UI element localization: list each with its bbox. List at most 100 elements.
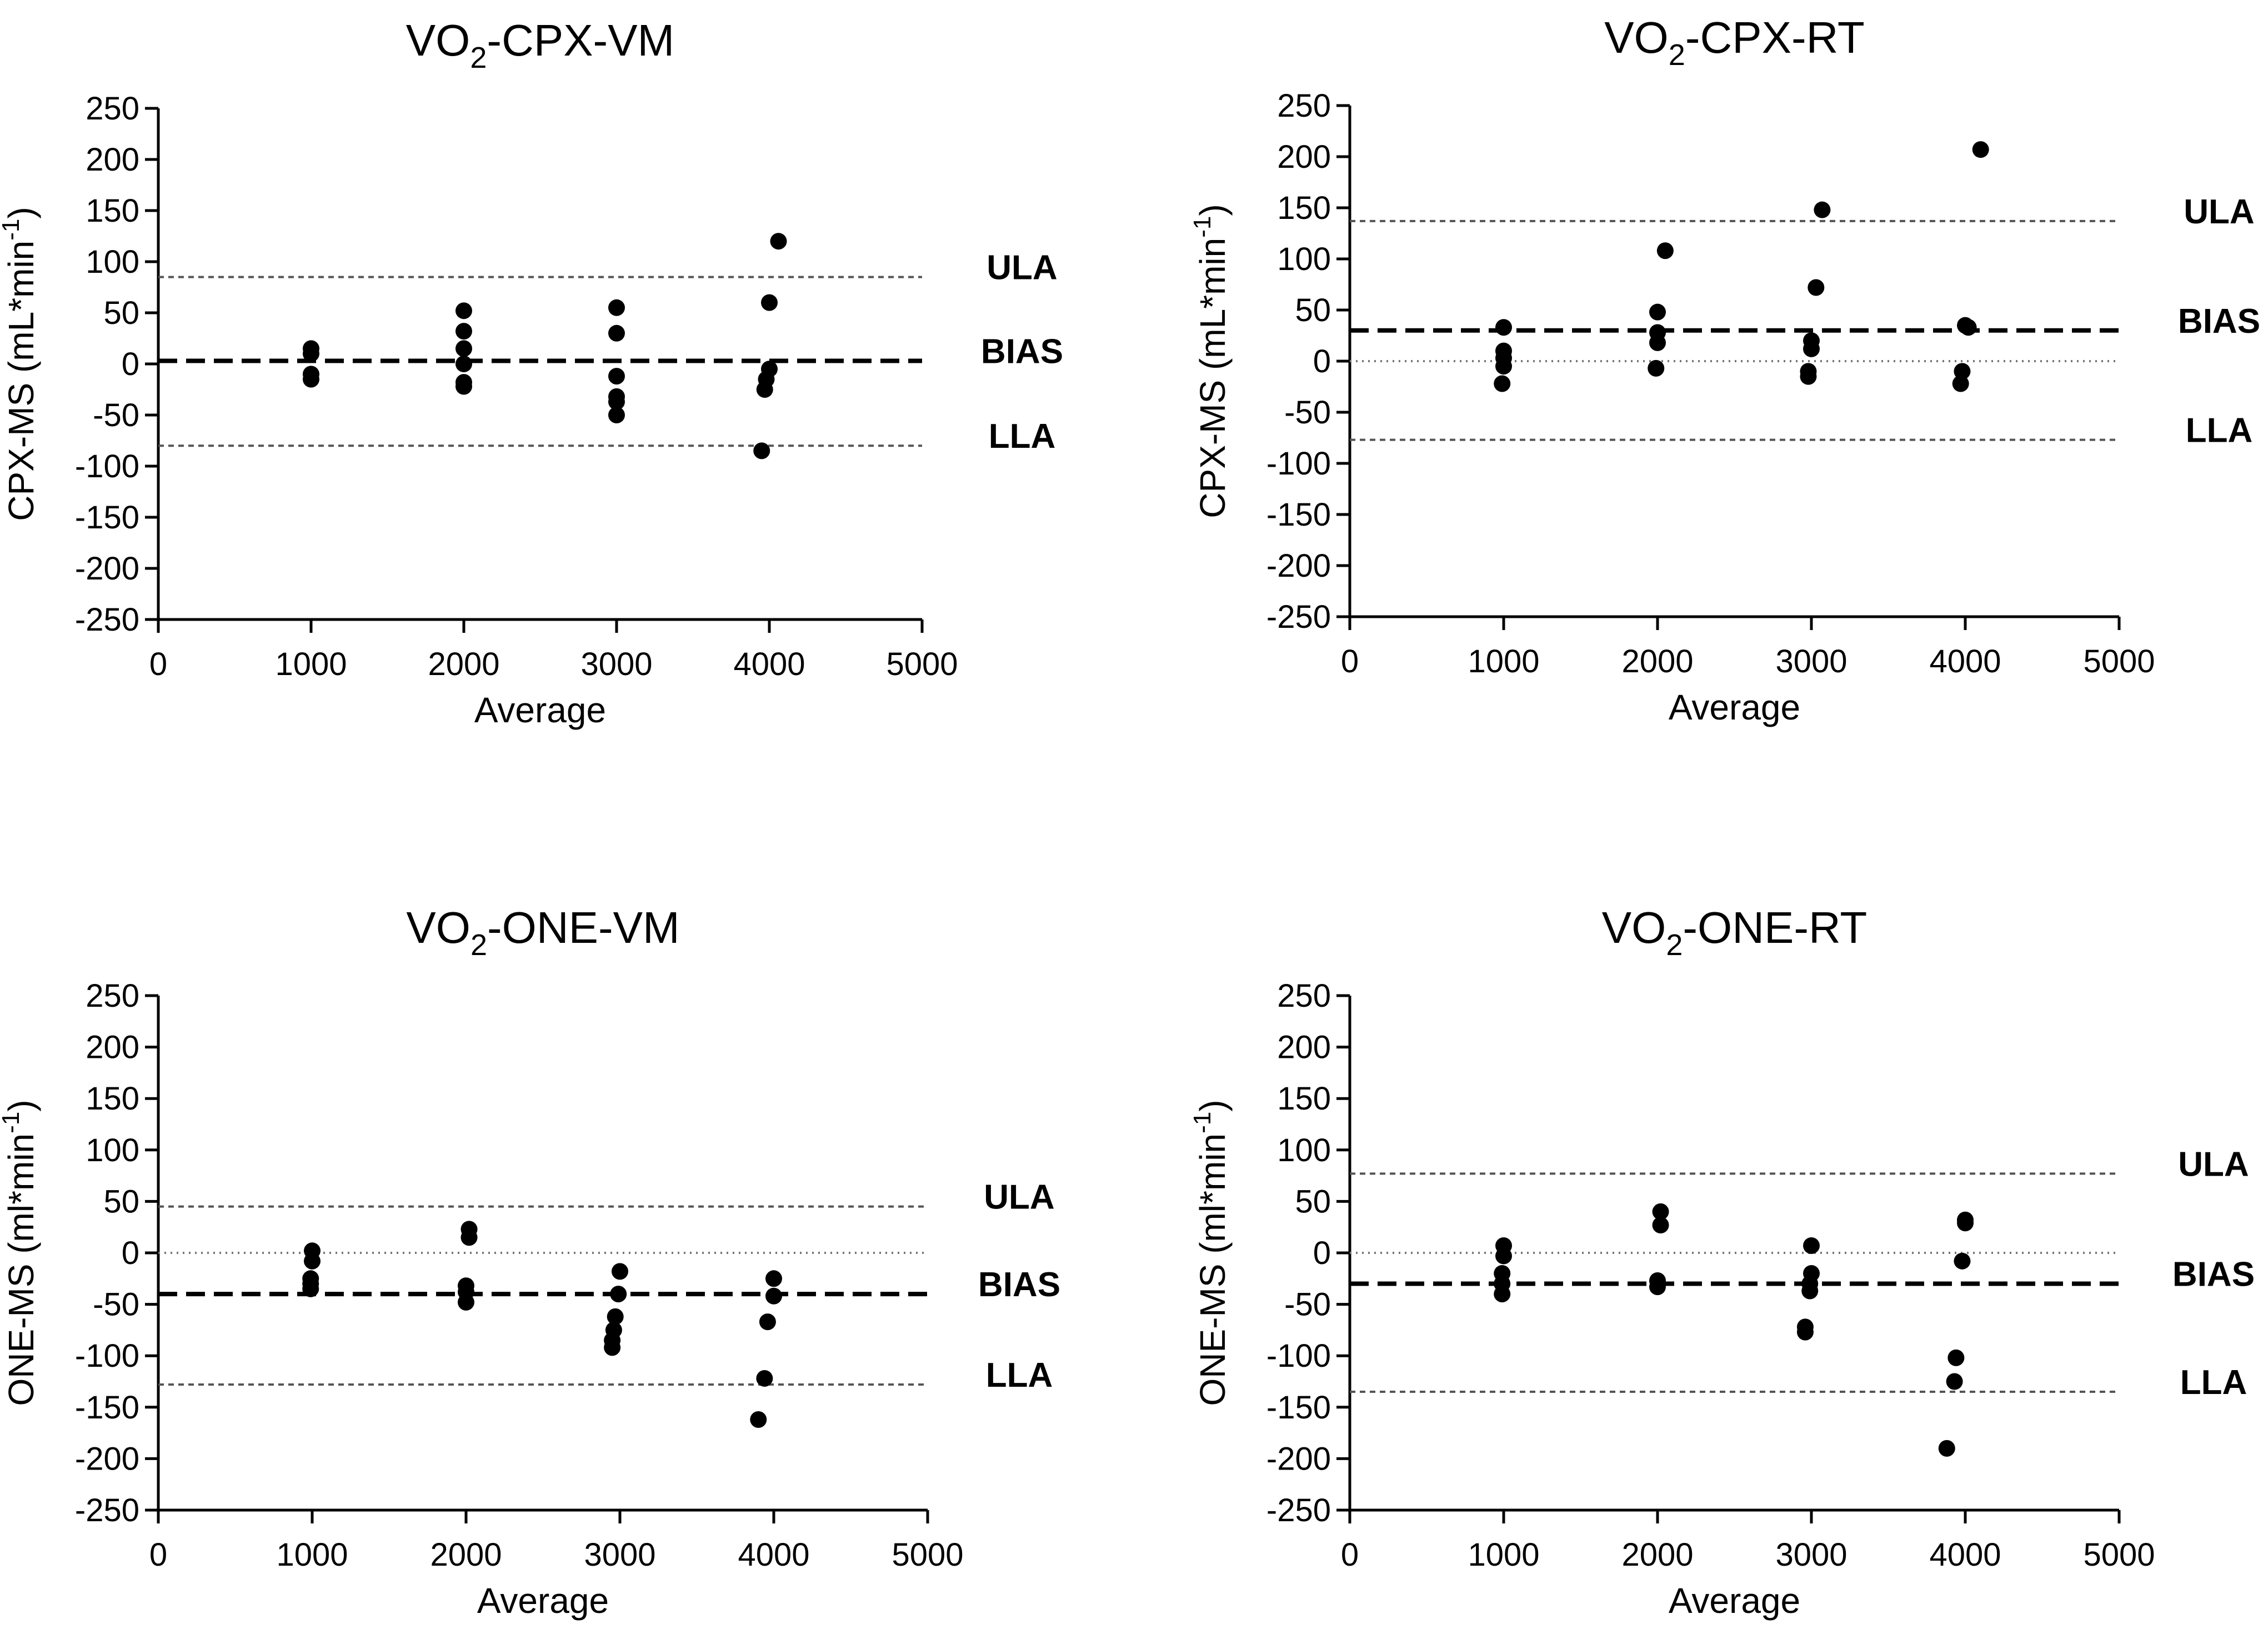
y-tick-label: -250 [75,1492,139,1528]
data-point [1796,1323,1814,1341]
y-tick-label: 200 [86,142,139,178]
y-tick-label: -50 [93,397,139,433]
chart-title-subscript: 2 [470,928,487,962]
chart-title-main: VO [406,903,470,952]
data-point [607,1308,624,1325]
y-tick-label: 50 [1295,1183,1331,1220]
y-tick-label: 100 [1277,241,1331,277]
data-point [612,1263,628,1280]
ula-label: ULA [2178,1145,2249,1183]
data-point [1656,242,1674,259]
y-tick-label: 50 [1295,292,1331,328]
data-point [1954,1252,1971,1270]
x-tick-label: 4000 [733,646,805,682]
chart-title-rest: -CPX-RT [1685,13,1865,62]
y-tick-label: 200 [1277,139,1331,175]
y-axis-label-main: ONE-MS (ml*min [1193,1133,1233,1406]
data-point [1954,363,1971,380]
data-point [765,1270,782,1287]
y-axis-label-main: CPX-MS (mL*min [1,241,41,521]
y-tick-label: 150 [86,193,139,229]
data-point [608,368,625,385]
chart-title-rest: -ONE-VM [487,903,680,952]
y-axis-label-main: CPX-MS (mL*min [1193,238,1233,518]
chart-title-rest: -ONE-RT [1683,903,1867,952]
y-axis-label-superscript: -1 [1189,216,1216,238]
y-tick-label: -100 [1266,1338,1331,1374]
lla-label: LLA [986,1356,1053,1395]
y-axis-label: ONE-MS (ml*min-1) [0,1100,41,1406]
x-tick-label: 1000 [1468,1537,1539,1573]
data-point [610,1286,627,1303]
y-axis-label-superscript: -1 [1189,1112,1216,1133]
data-point [1803,1237,1820,1255]
y-tick-label: 0 [1313,1235,1331,1271]
chart-panel-3: VO2-ONE-VM 250 200 150 100 50 0 -50 -100 -150 -200… [0,903,1060,1621]
y-axis-label-close: ) [1193,1100,1233,1111]
x-axis-label: Average [477,1581,609,1621]
data-point [1652,1216,1669,1233]
data-point [608,324,625,342]
x-tick-label: 1000 [275,646,347,682]
x-tick-label: 1000 [276,1537,348,1573]
ula-label: ULA [2184,193,2254,231]
data-point [1495,358,1512,375]
y-tick-label: -150 [75,499,139,536]
x-tick-label: 5000 [886,646,958,682]
data-point [455,356,472,372]
chart-title-main: VO [1602,903,1666,952]
data-point [750,1411,767,1428]
chart-panel-4: VO2-ONE-RT 250 200 150 100 50 0 -50 -100 -150 -200… [1189,903,2255,1621]
data-point [1649,303,1666,321]
x-tick-label: 4000 [1929,643,2001,679]
data-point [756,381,773,398]
y-tick-label: 250 [1277,978,1331,1014]
lla-label: LLA [2186,412,2253,450]
bias-label: BIAS [2178,302,2260,341]
y-axis-label-superscript: -1 [0,1112,24,1133]
y-tick-label: -50 [1284,394,1331,431]
data-point [759,1313,776,1331]
y-tick-label: -200 [1266,1441,1331,1477]
x-tick-label: 5000 [892,1537,963,1573]
data-point [1946,1373,1963,1390]
data-point [756,1370,773,1387]
chart-title-main: VO [1604,13,1669,62]
bias-label: BIAS [981,332,1063,371]
data-point [753,442,770,459]
y-tick-label: 150 [86,1081,139,1117]
data-point [1801,1282,1819,1300]
bias-label: BIAS [978,1266,1060,1304]
x-tick-label: 4000 [1929,1537,2001,1573]
data-point [455,340,472,357]
y-tick-label: -200 [75,1441,139,1477]
data-point [1972,141,1989,158]
chart-title-rest: -CPX-VM [487,16,674,65]
y-tick-label: 100 [86,1132,139,1168]
x-tick-label: 3000 [584,1537,655,1573]
y-tick-label: -150 [1266,497,1331,533]
lla-label: LLA [2180,1363,2247,1402]
y-axis-label-close: ) [1,207,41,218]
y-axis-label-close: ) [1,1100,41,1111]
data-point [455,378,472,395]
x-tick-label: 2000 [430,1537,502,1573]
data-point [460,1229,478,1246]
data-point [1952,375,1969,392]
y-tick-label: -100 [75,448,139,484]
data-point [302,1280,319,1297]
y-axis-label-main: ONE-MS (ml*min [1,1133,41,1406]
y-tick-label: 250 [1277,88,1331,124]
chart-panel-2: VO2-CPX-RT 250 200 150 100 50 0 -50 -100 -150 -200… [1189,13,2260,727]
ula-label: ULA [987,249,1057,287]
x-axis-label: Average [474,690,606,730]
y-axis-label: CPX-MS (mL*min-1) [0,207,41,521]
x-tick-label: 3000 [580,646,652,682]
y-tick-label: -200 [1266,548,1331,584]
data-point [455,323,472,340]
data-point [1649,334,1666,351]
y-tick-label: -250 [1266,599,1331,635]
y-tick-label: -50 [93,1287,139,1323]
y-tick-label: 200 [1277,1030,1331,1066]
